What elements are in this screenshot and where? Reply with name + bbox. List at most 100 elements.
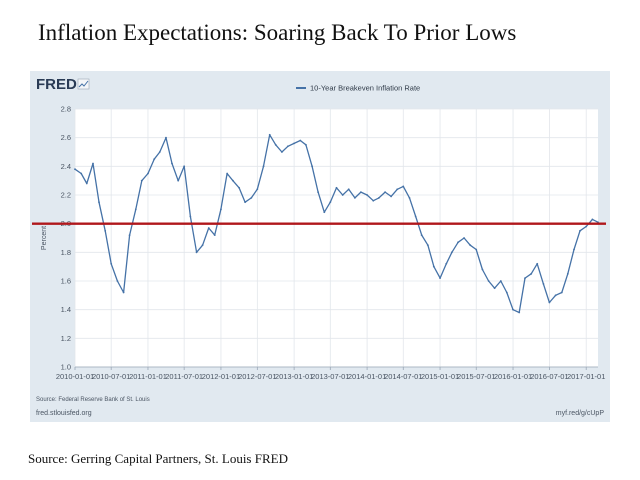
data-point (457, 241, 459, 244)
x-tick-label: 2014-01-01 (348, 372, 386, 381)
grid (74, 108, 598, 368)
fred-site-link[interactable]: fred.stlouisfed.org (36, 410, 92, 417)
data-point (183, 165, 186, 168)
data-point (548, 301, 551, 304)
data-point (469, 244, 472, 247)
data-point (201, 244, 204, 247)
data-point (585, 225, 588, 228)
data-point (244, 201, 247, 204)
data-point (116, 280, 119, 282)
page-title: Inflation Expectations: Soaring Back To … (38, 20, 517, 45)
data-point (80, 172, 83, 175)
x-tick-label: 2011-07-01 (165, 372, 203, 381)
data-point (566, 272, 569, 275)
x-tick-label: 2010-07-01 (92, 372, 130, 381)
data-point (232, 179, 234, 182)
data-point (591, 218, 594, 221)
fred-logo-graph-icon (77, 78, 90, 90)
data-point (414, 215, 417, 218)
data-point (311, 165, 314, 168)
data-point (396, 188, 399, 191)
data-point (384, 191, 386, 194)
y-tick-label: 1.4 (61, 305, 71, 314)
data-point (402, 185, 405, 188)
data-point (359, 191, 362, 194)
data-point (147, 172, 149, 175)
data-point (238, 186, 241, 189)
data-point (158, 151, 161, 153)
y-tick-label: 1.0 (61, 363, 71, 372)
fred-chart-card: FRED 10-Year Breakeven Inflation Rate 1.… (30, 71, 610, 422)
data-point (450, 251, 453, 254)
data-point (463, 237, 465, 239)
fred-logo: FRED (36, 76, 77, 93)
data-point (189, 215, 192, 218)
data-point (153, 158, 156, 161)
data-point (524, 277, 526, 280)
y-tick-label: 2.6 (61, 133, 71, 142)
x-axis-ticks: 2010-01-012010-07-012011-01-012011-07-01… (56, 366, 605, 381)
data-point (366, 194, 368, 196)
chart-legend: 10-Year Breakeven Inflation Rate (296, 84, 420, 93)
x-tick-label: 2014-07-01 (384, 372, 422, 381)
data-point (226, 172, 229, 175)
data-point (250, 196, 253, 199)
data-point (281, 151, 283, 153)
data-point (439, 277, 441, 280)
data-point (213, 234, 216, 237)
data-point (305, 143, 307, 146)
x-tick-label: 2016-07-01 (530, 372, 568, 381)
data-point (505, 291, 508, 294)
data-point (353, 196, 356, 199)
data-point (579, 229, 581, 232)
x-tick-label: 2012-07-01 (238, 372, 276, 381)
data-point (530, 272, 533, 275)
data-point (536, 262, 539, 265)
y-axis-ticks: 1.01.21.41.61.82.02.22.42.62.8 (61, 105, 71, 372)
y-tick-label: 1.2 (61, 334, 71, 343)
data-point (317, 191, 320, 194)
legend-label: 10-Year Breakeven Inflation Rate (310, 84, 420, 93)
data-point (140, 179, 143, 182)
y-axis-label: Percent (41, 226, 48, 250)
data-point (262, 165, 265, 168)
data-point (256, 188, 259, 191)
data-point (171, 162, 173, 165)
data-point (432, 265, 435, 268)
series-layer (74, 133, 599, 314)
data-point (220, 208, 222, 211)
x-tick-label: 2015-01-01 (421, 372, 459, 381)
data-point (377, 196, 380, 199)
data-point (104, 229, 107, 232)
data-point (347, 188, 350, 191)
data-point (110, 262, 113, 265)
x-tick-label: 2016-01-01 (494, 372, 532, 381)
data-point (177, 179, 180, 182)
y-tick-label: 2.8 (61, 105, 71, 114)
data-point (493, 287, 496, 290)
data-point (195, 251, 198, 254)
data-point (487, 280, 490, 282)
data-point (573, 248, 575, 251)
data-point (481, 268, 484, 271)
x-tick-label: 2011-01-01 (129, 372, 167, 381)
data-point (287, 145, 289, 148)
data-point (445, 262, 448, 265)
data-point (165, 136, 167, 139)
data-point (268, 133, 271, 136)
data-point (512, 308, 514, 311)
data-point (299, 139, 302, 142)
data-point (134, 208, 137, 211)
x-tick-label: 2013-07-01 (311, 372, 349, 381)
data-point (475, 248, 478, 251)
data-point (92, 162, 94, 165)
fred-chart: FRED 10-Year Breakeven Inflation Rate 1.… (32, 76, 606, 417)
fred-short-link[interactable]: myf.red/g/cUpP (556, 410, 605, 417)
data-point (426, 244, 429, 247)
x-tick-label: 2013-01-01 (275, 372, 313, 381)
data-point (207, 227, 210, 229)
x-tick-label: 2010-01-01 (56, 372, 94, 381)
fred-source-note: Source: Federal Reserve Bank of St. Loui… (36, 397, 150, 403)
data-point (372, 199, 375, 202)
data-point (128, 234, 131, 237)
